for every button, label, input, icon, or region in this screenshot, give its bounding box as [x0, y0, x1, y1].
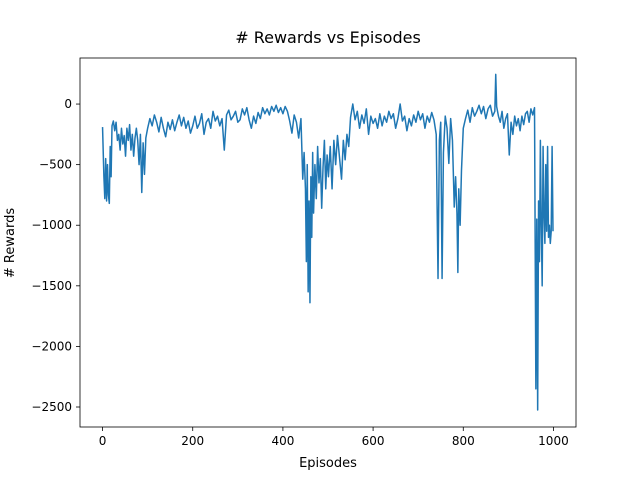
y-tick-label: −1000	[31, 218, 72, 232]
y-tick-label: −500	[39, 158, 72, 172]
y-tick-label: −2000	[31, 339, 72, 353]
x-tick-label: 0	[99, 434, 107, 448]
y-axis-label: # Rewards	[3, 208, 18, 278]
x-tick-label: 1000	[538, 434, 569, 448]
x-tick-label: 400	[271, 434, 294, 448]
x-tick-label: 800	[452, 434, 475, 448]
x-tick-label: 600	[362, 434, 385, 448]
x-axis-label: Episodes	[299, 456, 357, 471]
chart-title: # Rewards vs Episodes	[235, 28, 421, 47]
plot-frame	[79, 57, 577, 428]
y-tick-label: −1500	[31, 279, 72, 293]
y-tick-label: 0	[64, 97, 72, 111]
data-line	[101, 73, 554, 411]
y-tick-label: −2500	[31, 400, 72, 414]
x-tick-label: 200	[181, 434, 204, 448]
